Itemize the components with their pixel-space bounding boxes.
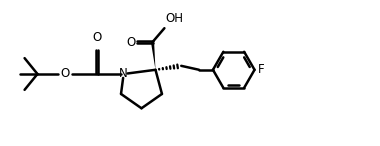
Text: O: O — [127, 36, 136, 49]
Text: F: F — [258, 63, 264, 76]
Text: N: N — [119, 67, 128, 80]
Text: OH: OH — [165, 12, 184, 25]
Text: O: O — [92, 31, 101, 44]
Text: O: O — [60, 67, 70, 80]
Polygon shape — [151, 42, 155, 70]
